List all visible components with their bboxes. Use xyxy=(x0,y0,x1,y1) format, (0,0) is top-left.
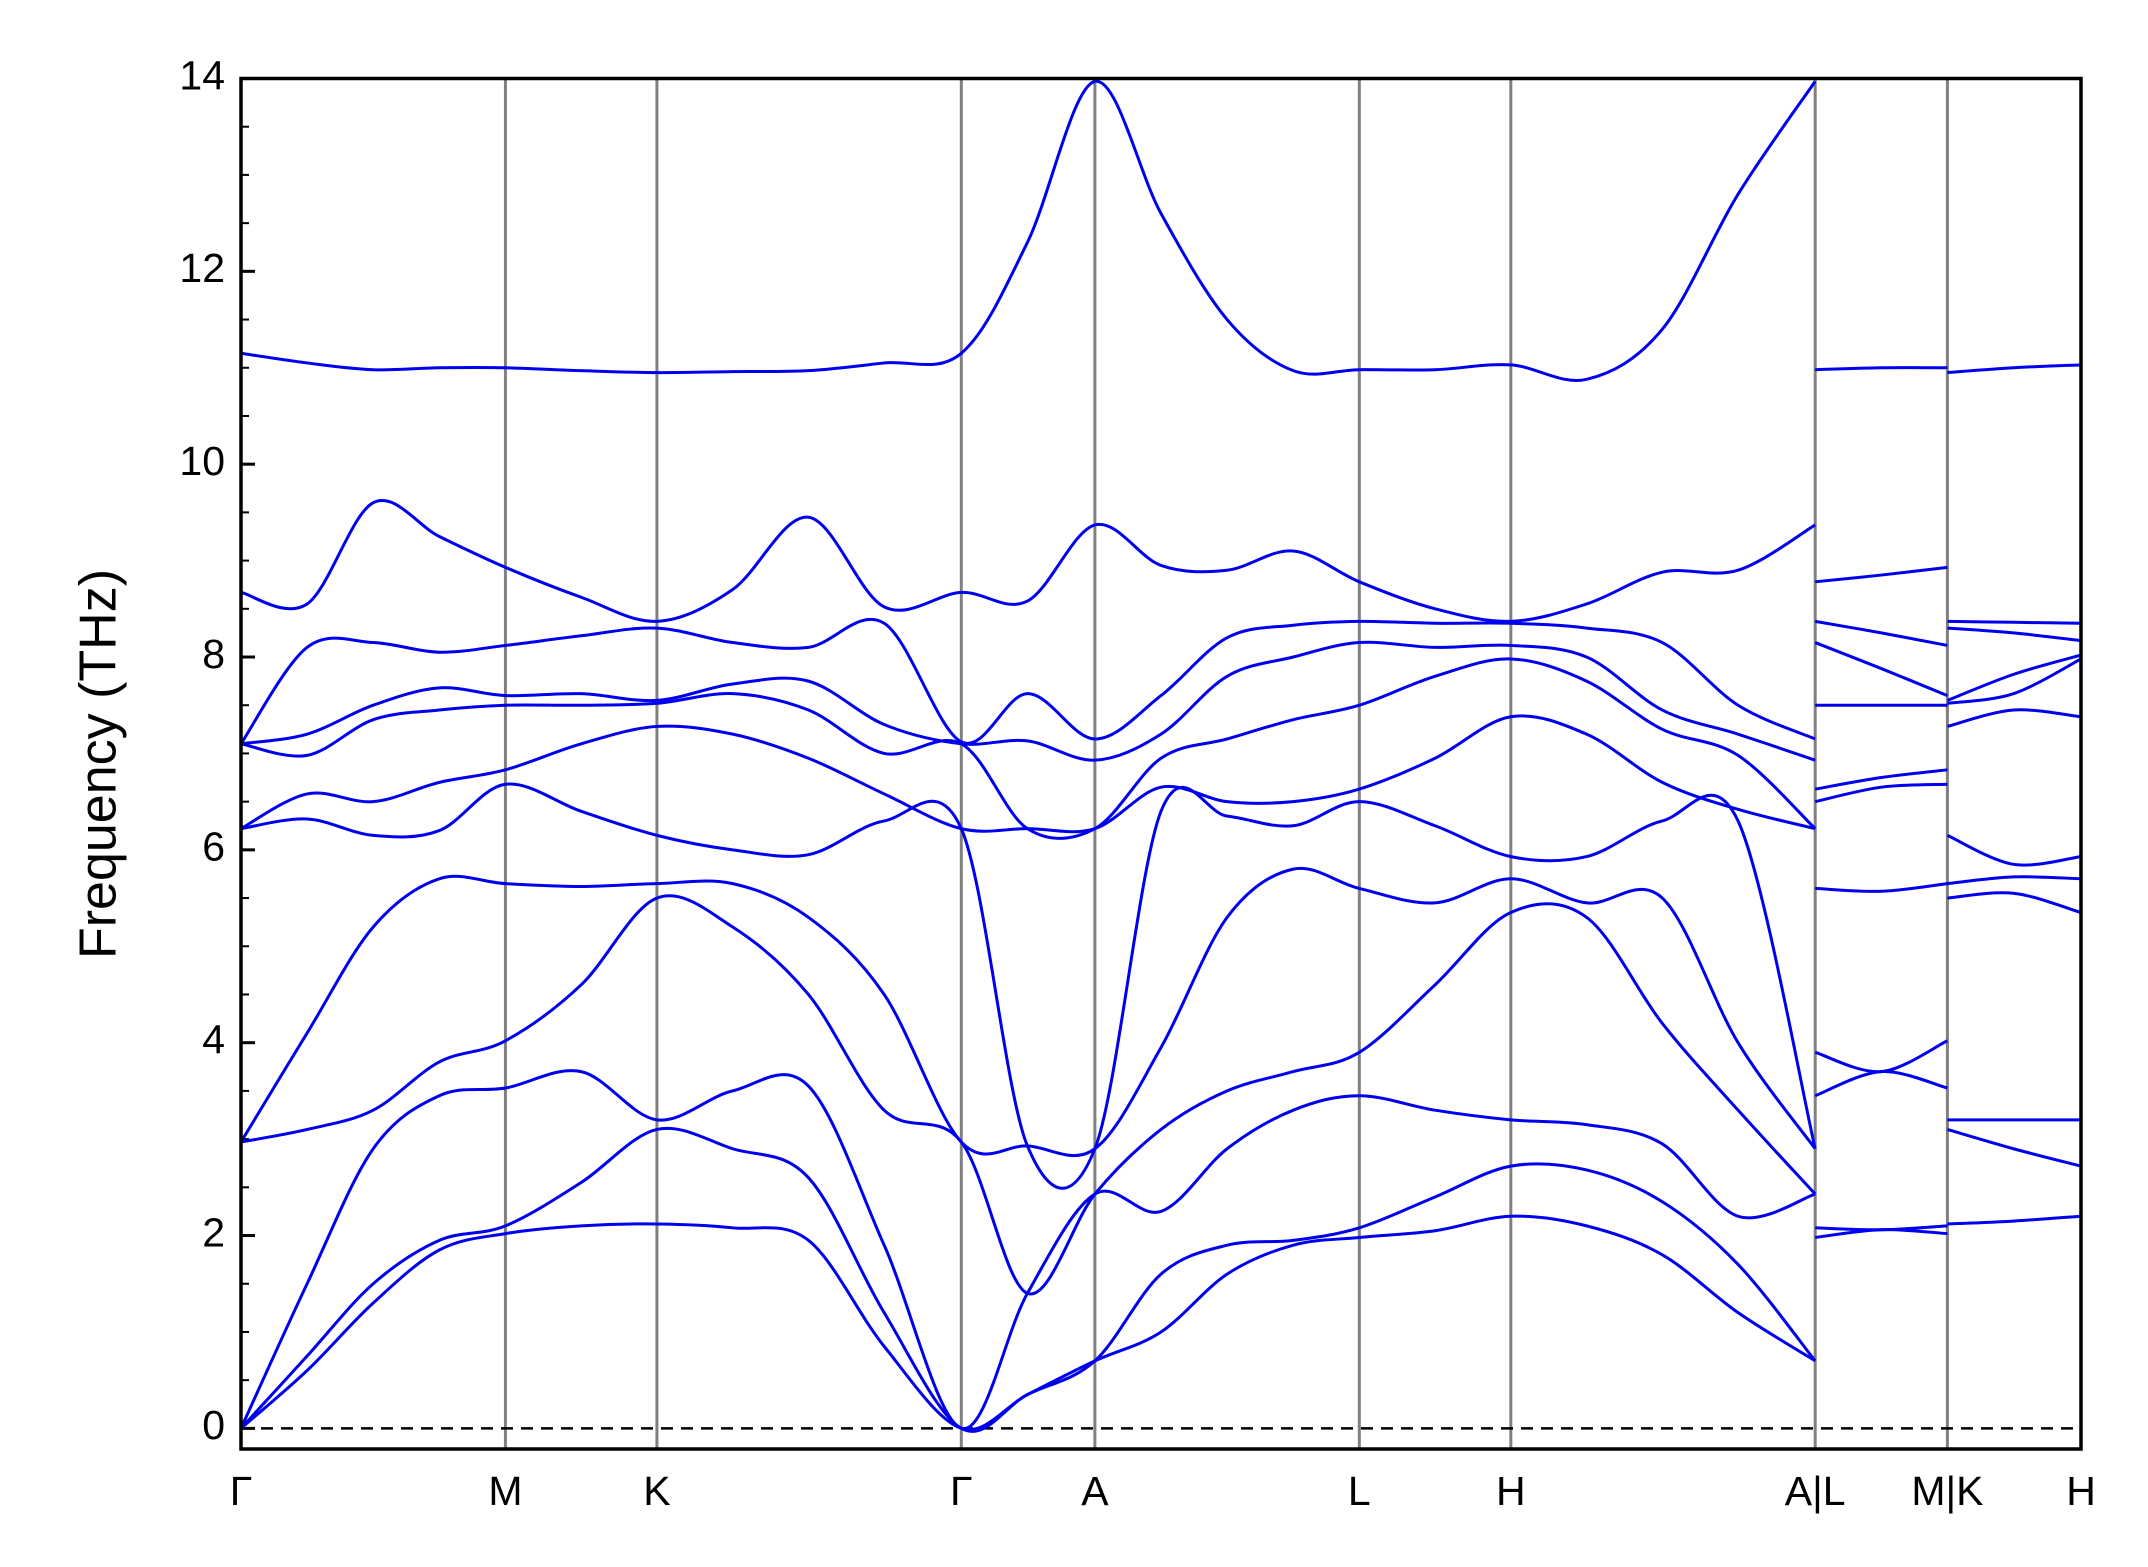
band-line xyxy=(240,782,2082,1190)
y-tick-label: 4 xyxy=(202,1017,225,1063)
band-line xyxy=(240,79,2082,382)
band-line xyxy=(239,866,2082,1158)
x-tick-label: K xyxy=(643,1468,670,1514)
y-tick-label: 12 xyxy=(179,245,225,291)
y-tick-label: 14 xyxy=(179,52,225,98)
band-line xyxy=(240,891,2082,1296)
x-tick-label: H xyxy=(2066,1468,2096,1514)
x-tick-label: H xyxy=(1496,1468,1526,1514)
band-line xyxy=(239,1126,2082,1433)
band-line xyxy=(240,499,2082,625)
y-tick-label: 2 xyxy=(202,1209,225,1255)
y-axis-label: Frequency (THz) xyxy=(70,569,128,959)
x-tick-label: M xyxy=(488,1468,522,1514)
y-tick-label: 10 xyxy=(179,438,225,484)
x-tick-label: M|K xyxy=(1911,1468,1983,1514)
band-line xyxy=(240,657,2082,840)
x-tick-label: Γ xyxy=(230,1468,253,1514)
y-tick-label: 6 xyxy=(202,824,225,870)
x-tick-label: Γ xyxy=(950,1468,973,1514)
x-tick-label: A xyxy=(1081,1468,1109,1514)
y-tick-label: 0 xyxy=(202,1402,225,1448)
x-tick-label: A|L xyxy=(1785,1468,1846,1514)
band-line xyxy=(240,640,2082,762)
x-tick-label: L xyxy=(1348,1468,1371,1514)
y-tick-label: 8 xyxy=(202,631,225,677)
band-line xyxy=(239,617,2082,745)
plot-frame xyxy=(239,76,2083,1451)
